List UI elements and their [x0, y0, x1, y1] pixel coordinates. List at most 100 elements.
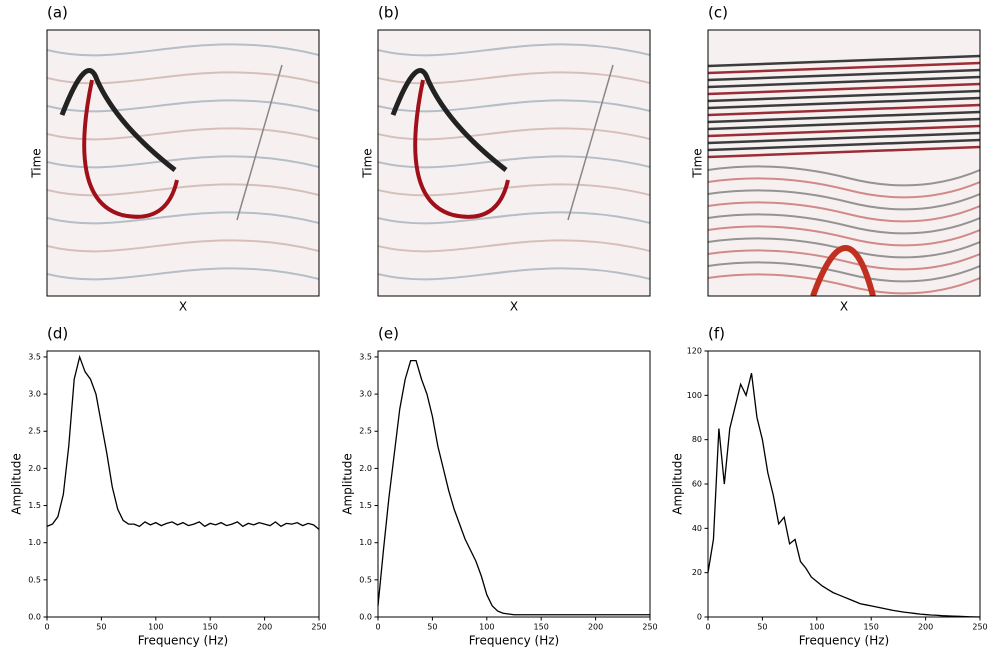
y-tick-label: 60	[692, 480, 702, 489]
panel	[708, 30, 980, 296]
layer	[708, 103, 980, 117]
reflector	[47, 43, 319, 57]
panel-title: (c)	[708, 4, 728, 22]
reflector	[47, 99, 319, 113]
layer	[708, 96, 980, 110]
texture	[708, 189, 980, 211]
y-tick-label: 0.5	[359, 575, 372, 584]
panel	[378, 30, 650, 296]
panel	[47, 30, 319, 296]
layer	[708, 54, 980, 68]
x-tick-label: 50	[96, 623, 106, 632]
x-axis-label: Frequency (Hz)	[138, 634, 229, 648]
y-tick-label: 1.0	[28, 538, 41, 547]
panel-title: (e)	[378, 325, 399, 343]
frame	[707, 29, 981, 297]
x-tick-label: 100	[809, 623, 824, 632]
y-tick-label: 3.0	[359, 390, 372, 399]
spectrum-line	[46, 354, 320, 530]
layer	[708, 145, 980, 159]
x-axis-label: Frequency (Hz)	[469, 634, 560, 648]
spectrum-line	[377, 360, 650, 616]
frame	[46, 350, 320, 618]
fault	[567, 64, 614, 221]
image-bg	[708, 30, 980, 296]
y-tick-label: 0.0	[28, 613, 41, 622]
y-tick-label: 0.0	[359, 613, 372, 622]
x-tick-label: 200	[588, 623, 603, 632]
y-tick-label: 2.0	[359, 464, 372, 473]
reflector	[378, 267, 650, 281]
x-tick-label: 150	[864, 623, 879, 632]
x-tick-label: 150	[203, 623, 218, 632]
reflector	[47, 267, 319, 281]
panel-title: (b)	[378, 4, 399, 22]
frame	[46, 29, 320, 297]
x-tick-label: 50	[757, 623, 767, 632]
y-tick-label: 100	[687, 391, 702, 400]
y-tick-label: 2.5	[28, 427, 41, 436]
layer	[708, 82, 980, 96]
panel-title: (a)	[47, 4, 68, 22]
reflector	[47, 239, 319, 253]
x-tick-label: 200	[257, 623, 272, 632]
reflector	[378, 127, 650, 141]
y-axis-label: Amplitude	[10, 453, 24, 515]
texture	[708, 201, 980, 223]
x-axis-label: Frequency (Hz)	[799, 634, 890, 648]
layer	[708, 131, 980, 145]
panel-title: (d)	[47, 325, 68, 343]
reflector	[47, 127, 319, 141]
y-axis-label: Amplitude	[671, 453, 685, 515]
y-tick-label: 120	[687, 347, 702, 356]
loop	[413, 79, 510, 219]
reflector	[378, 239, 650, 253]
x-tick-label: 0	[375, 623, 380, 632]
y-axis-label: Amplitude	[341, 453, 355, 515]
reflector	[378, 211, 650, 225]
x-tick-label: 150	[534, 623, 549, 632]
y-axis-label: Time	[361, 148, 375, 178]
layer	[708, 110, 980, 124]
seismic-image	[47, 30, 319, 296]
reflector	[378, 99, 650, 113]
frame	[377, 29, 651, 297]
x-axis-label: X	[179, 300, 187, 314]
y-tick-label: 3.5	[359, 352, 372, 361]
loop-top	[59, 68, 177, 172]
x-tick-label: 200	[918, 623, 933, 632]
loop	[82, 79, 179, 219]
panel-title: (f)	[708, 325, 725, 343]
y-tick-label: 20	[692, 568, 702, 577]
y-axis-label: Time	[691, 148, 705, 178]
texture	[708, 213, 980, 235]
layer	[708, 124, 980, 138]
y-tick-label: 1.0	[359, 538, 372, 547]
reflector	[378, 43, 650, 57]
y-tick-label: 40	[692, 524, 702, 533]
frame	[377, 350, 651, 618]
x-axis-label: X	[510, 300, 518, 314]
y-tick-label: 0.5	[28, 575, 41, 584]
layer	[708, 68, 980, 82]
reflector	[378, 183, 650, 197]
y-tick-label: 80	[692, 435, 702, 444]
reflector	[47, 183, 319, 197]
frame	[707, 350, 981, 618]
reflector	[47, 211, 319, 225]
y-tick-label: 3.0	[28, 390, 41, 399]
x-tick-label: 250	[642, 623, 657, 632]
layer	[708, 61, 980, 75]
fault	[236, 64, 283, 221]
x-tick-label: 50	[427, 623, 437, 632]
texture	[708, 165, 980, 187]
x-tick-label: 100	[479, 623, 494, 632]
loop-top	[390, 68, 508, 172]
spectrum-line	[707, 373, 981, 618]
dome	[810, 245, 876, 296]
x-tick-label: 100	[148, 623, 163, 632]
texture	[708, 177, 980, 199]
y-axis-label: Time	[30, 148, 44, 178]
